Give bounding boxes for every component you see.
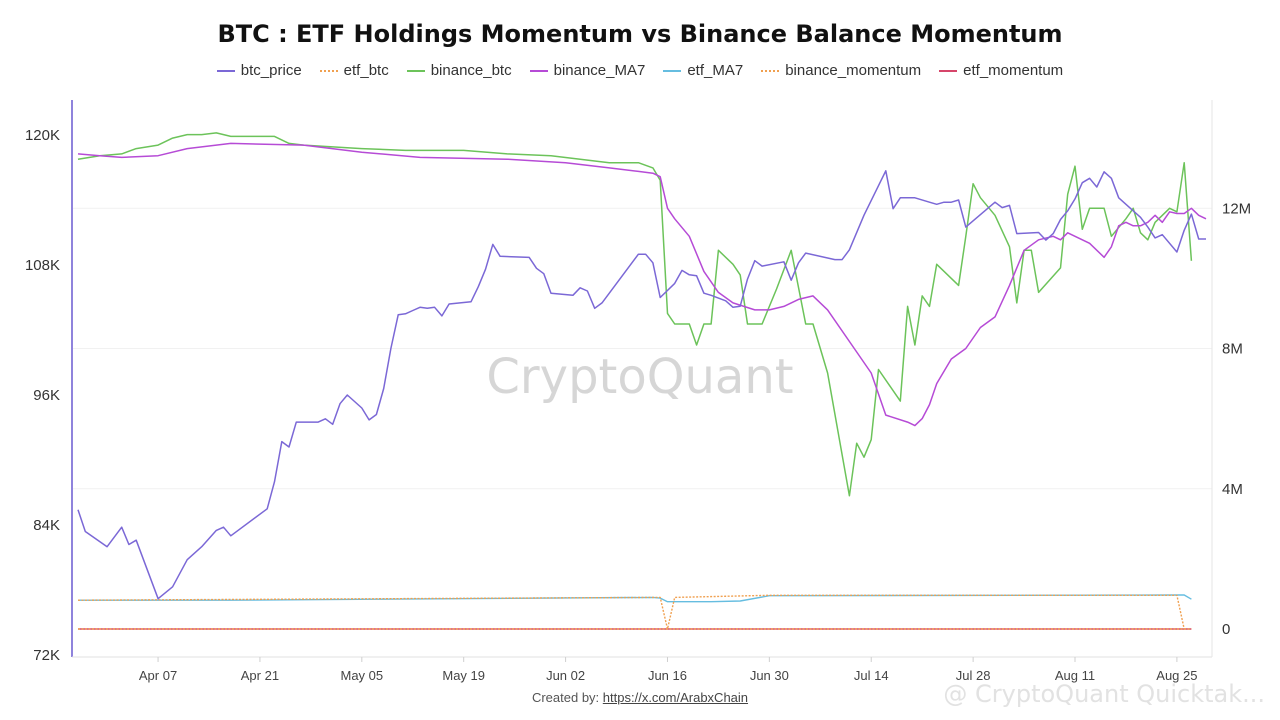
x-tick-label: Jun 16 [648, 668, 687, 683]
left-tick-label: 72K [33, 647, 60, 664]
x-tick-label: Aug 25 [1156, 668, 1197, 683]
legend-swatch-etf-ma7 [663, 69, 682, 72]
legend-label-etf-momentum: etf_momentum [963, 62, 1064, 79]
right-tick-label: 12M [1222, 200, 1251, 217]
series-line-etf-btc [77, 594, 1185, 630]
x-tick-label: May 05 [340, 668, 383, 683]
legend-label-etf-btc: etf_btc [343, 62, 389, 79]
x-tick-label: Jun 30 [750, 668, 789, 683]
x-tick-label: Apr 07 [139, 668, 177, 683]
credit-prefix: Created by: [531, 690, 600, 705]
series-line-binance-btc [77, 132, 1193, 497]
legend-label-binance-momentum: binance_momentum [785, 62, 922, 79]
right-tick-label: 4M [1222, 481, 1243, 498]
x-tick-label: Apr 21 [241, 668, 279, 683]
series-line-binance-ma7 [77, 142, 1207, 427]
series-line-etf-ma7 [78, 594, 1192, 603]
credit-line: Created by: https://x.com/ArabxChain [0, 690, 1280, 705]
watermark-corner: @ CryptoQuant Quicktak... [943, 680, 1265, 708]
credit-link[interactable]: https://x.com/ArabxChain [602, 690, 749, 705]
legend-item-binance-btc[interactable]: binance_btc [406, 62, 512, 79]
left-tick-label: 108K [25, 257, 60, 274]
left-axis-ticks: 120K 108K 96K 84K 72K [25, 127, 60, 664]
legend-swatch-binance-btc [406, 69, 425, 72]
x-tick-label: Jul 28 [956, 668, 991, 683]
series-layer [77, 132, 1207, 630]
legend-label-binance-ma7: binance_MA7 [553, 62, 646, 79]
legend-swatch-binance-ma7 [529, 69, 548, 72]
x-tick-label: Jul 14 [854, 668, 889, 683]
legend-item-btc-price[interactable]: btc_price [216, 62, 302, 79]
legend-item-binance-momentum[interactable]: binance_momentum [761, 62, 921, 79]
legend-swatch-etf-momentum [939, 69, 958, 72]
left-tick-label: 84K [33, 517, 60, 534]
legend-item-etf-btc[interactable]: etf_btc [319, 62, 389, 79]
x-tick-label: May 19 [442, 668, 485, 683]
legend-label-btc-price: btc_price [240, 62, 302, 79]
grid-lines [72, 207, 1212, 490]
legend: btc_price etf_btc binance_btc binance_MA… [0, 62, 1280, 79]
watermark: CryptoQuant [486, 349, 793, 405]
legend-item-binance-ma7[interactable]: binance_MA7 [529, 62, 646, 79]
legend-swatch-btc-price [216, 69, 235, 72]
legend-item-etf-momentum[interactable]: etf_momentum [939, 62, 1063, 79]
right-axis-ticks: 12M 8M 4M 0 [1222, 200, 1251, 638]
legend-swatch-binance-momentum [761, 69, 780, 72]
left-tick-label: 96K [33, 387, 60, 404]
x-axis-ticks: Apr 07 Apr 21 May 05 May 19 Jun 02 Jun 16 Jun … [139, 657, 1197, 683]
x-tick-label: Aug 11 [1055, 668, 1095, 683]
legend-label-binance-btc: binance_btc [430, 62, 512, 79]
series-line-btc-price [77, 170, 1206, 600]
right-tick-label: 0 [1222, 621, 1230, 638]
right-tick-label: 8M [1222, 341, 1243, 358]
x-tick-label: Jun 02 [546, 668, 585, 683]
legend-label-etf-ma7: etf_MA7 [687, 62, 744, 79]
legend-swatch-etf-btc [319, 69, 338, 72]
chart-title: BTC : ETF Holdings Momentum vs Binance B… [217, 20, 1063, 48]
legend-item-etf-ma7[interactable]: etf_MA7 [663, 62, 743, 79]
left-tick-label: 120K [25, 127, 60, 144]
